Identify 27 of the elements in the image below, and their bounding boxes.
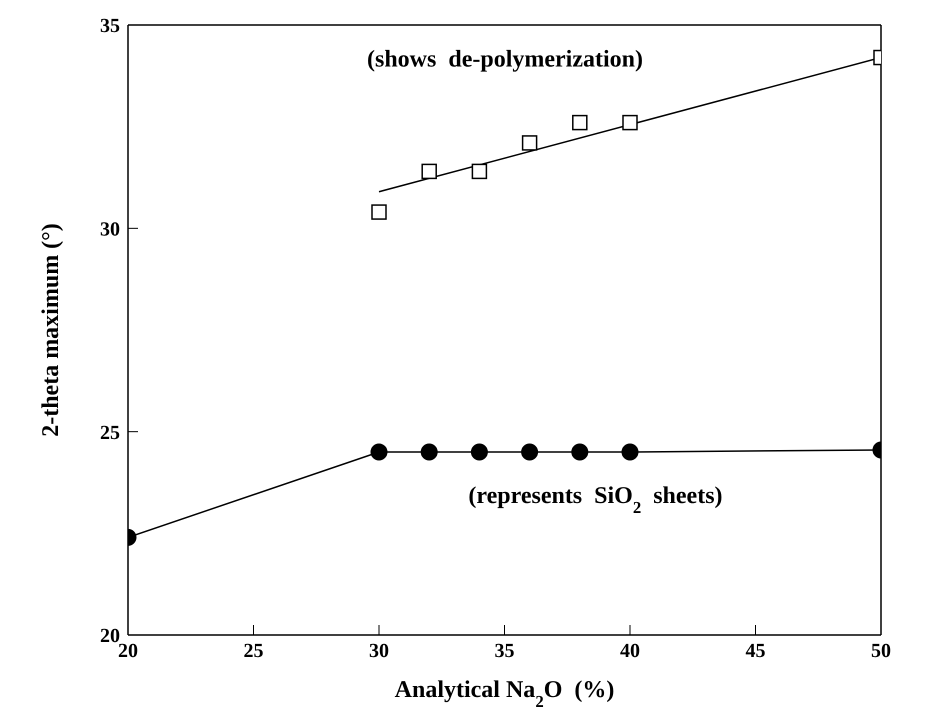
annotation: (shows de-polymerization) <box>367 46 643 73</box>
x-tick-label: 20 <box>118 640 138 662</box>
y-tick-label: 25 <box>100 422 120 444</box>
x-tick-label: 45 <box>746 640 766 662</box>
x-axis-title: Analytical Na$_{2}$O (%) <box>394 677 614 710</box>
x-tick-label: 50 <box>871 640 891 662</box>
x-tick-label: 35 <box>494 640 514 662</box>
annotation: (represents SiO$_{2}$ sheets) <box>468 482 723 516</box>
y-tick-label: 20 <box>100 625 120 648</box>
point <box>472 164 488 180</box>
point <box>370 444 388 460</box>
point <box>622 444 638 460</box>
y-tick-label: 30 <box>100 218 120 240</box>
point <box>572 114 588 130</box>
point <box>420 444 438 460</box>
x-tick-label: 25 <box>244 640 264 662</box>
y-axis-title: 2-theta maximum (°) <box>38 223 64 437</box>
point <box>622 114 638 130</box>
point <box>470 444 488 460</box>
x-tick-label: 40 <box>620 640 640 662</box>
point <box>522 135 538 151</box>
x-tick-label: 30 <box>369 640 389 662</box>
point <box>521 444 538 460</box>
point <box>421 164 437 180</box>
y-tick-label: 35 <box>100 15 120 38</box>
point <box>371 204 387 220</box>
point <box>571 444 588 460</box>
